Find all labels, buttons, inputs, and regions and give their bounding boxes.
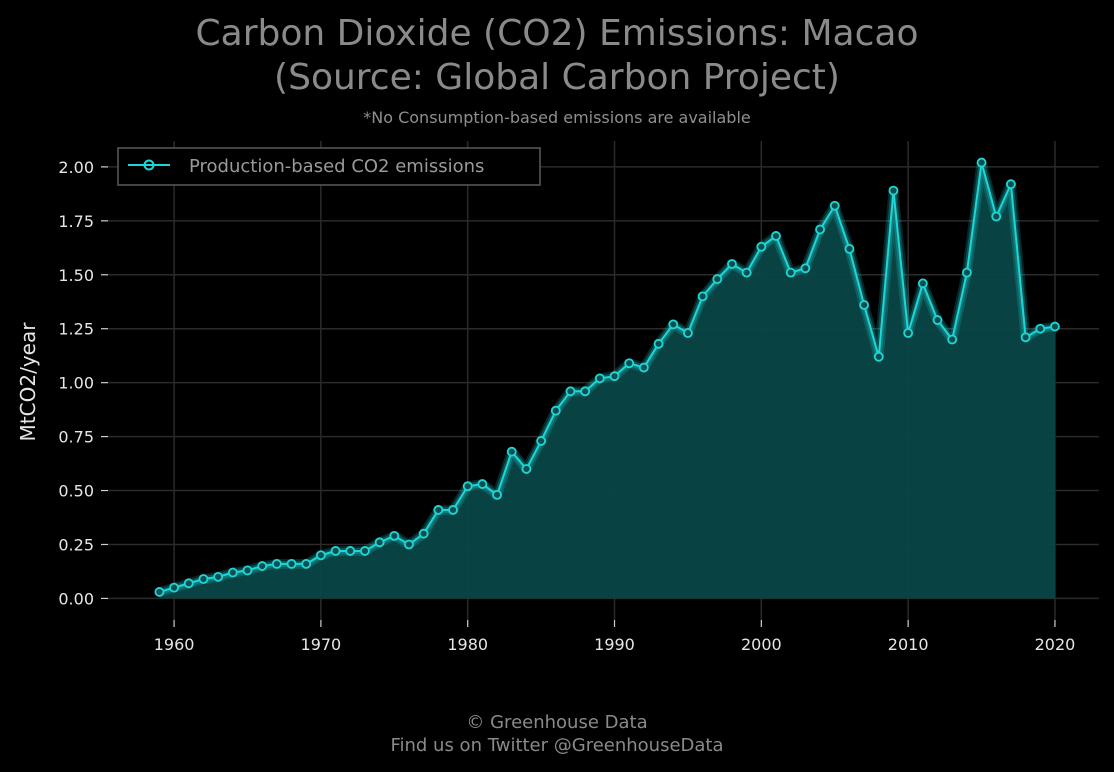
data-point [565,386,576,397]
legend-label: Production-based CO2 emissions [189,156,484,177]
data-point [257,561,268,571]
data-point [771,231,781,241]
data-point [961,267,972,278]
x-tick-label: 2000 [741,635,782,654]
y-tick-label: 1.00 [58,374,94,393]
data-point [433,505,444,515]
data-point [404,539,414,550]
data-point [888,185,899,196]
y-axis-ticks: 0.00 0.25 0.50 0.75 1.00 1.25 1.50 1.75 2.00 [58,158,108,608]
data-point [462,481,473,492]
data-point [374,537,385,548]
data-point [506,446,517,457]
x-tick-label: 1960 [154,635,195,654]
data-point [653,338,664,349]
data-point [800,263,811,274]
chart-title-line-2: (Source: Global Carbon Project) [274,57,840,98]
x-tick-label: 1980 [447,635,488,654]
data-point [536,436,547,446]
data-point [183,578,194,589]
data-point [903,328,914,338]
data-point [286,559,297,569]
data-point [624,358,635,369]
data-point [829,200,840,211]
data-point [242,565,253,576]
data-point [976,157,987,168]
data-point [1020,332,1031,343]
chart-title-line-1: Carbon Dioxide (CO2) Emissions: Macao [195,13,919,54]
y-tick-label: 1.50 [58,266,94,285]
y-tick-label: 1.75 [58,212,94,231]
data-point [227,567,238,578]
data-point [844,243,855,254]
data-point [213,571,224,582]
data-point [815,224,825,235]
data-point [418,528,429,539]
data-point [1035,323,1046,334]
y-tick-label: 0.25 [58,535,94,554]
data-point [859,300,869,310]
data-point [917,278,928,289]
legend-marker-swatch [143,159,155,171]
data-point [448,505,458,515]
x-tick-label: 2010 [888,635,929,654]
y-tick-label: 0.75 [58,428,94,447]
data-point [315,550,326,561]
data-point [330,546,341,556]
legend-box [117,147,541,186]
data-point [697,291,708,302]
area-layer [159,162,1055,599]
y-tick-label: 0.00 [58,589,94,608]
data-point [301,559,312,569]
data-point [947,334,958,345]
y-tick-label: 0.50 [58,482,94,501]
legend: Production-based CO2 emissions [117,147,541,186]
data-point [668,319,679,330]
series-area-fill [159,162,1055,599]
data-point [521,464,532,474]
y-tick-label: 2.00 [58,158,94,177]
data-point [345,546,356,556]
data-point [169,582,179,593]
y-tick-label: 1.25 [58,320,94,339]
data-point [198,574,209,584]
data-point [741,267,752,278]
footer-copyright: © Greenhouse Data [466,712,648,733]
data-point [389,530,400,541]
data-point [550,405,561,416]
data-point [638,362,649,373]
data-point [271,559,282,569]
data-point [609,371,620,382]
data-point [477,479,488,489]
data-point [727,259,737,269]
data-point [154,587,165,597]
data-point [580,386,591,397]
emissions-chart: 1960 1970 1980 1990 2000 2010 2020 0.00 0.25 0.5… [16,141,1099,654]
x-tick-label: 2020 [1035,635,1076,654]
data-point [991,211,1002,222]
data-point [1050,321,1060,332]
data-point [712,274,723,284]
y-axis-label: MtCO2/year [16,322,40,442]
points-layer [154,157,1060,597]
data-point [756,241,767,252]
footer-twitter: Find us on Twitter @GreenhouseData [390,735,724,756]
data-point [492,489,502,500]
data-point [873,351,884,362]
data-point [683,328,693,338]
x-tick-label: 1990 [594,635,635,654]
x-axis-ticks: 1960 1970 1980 1990 2000 2010 2020 [154,620,1076,654]
data-point [785,267,796,278]
x-tick-label: 1970 [301,635,342,654]
data-point [1006,179,1016,190]
data-point [932,315,943,325]
data-point [360,546,370,556]
chart-subtitle: *No Consumption-based emissions are avai… [363,108,751,127]
data-point [594,373,605,384]
